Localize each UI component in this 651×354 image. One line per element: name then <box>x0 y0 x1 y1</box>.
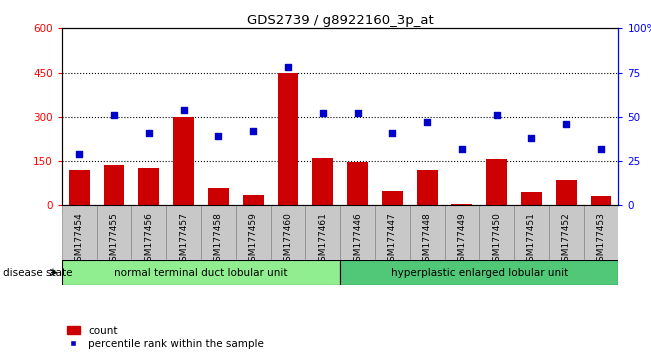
Point <box>596 146 606 152</box>
Point <box>213 133 223 139</box>
Text: GSM177448: GSM177448 <box>422 212 432 267</box>
Text: GSM177450: GSM177450 <box>492 212 501 267</box>
Bar <box>62 205 96 260</box>
Bar <box>486 159 507 205</box>
Bar <box>277 73 298 205</box>
Point <box>318 110 328 116</box>
Legend: count, percentile rank within the sample: count, percentile rank within the sample <box>67 326 264 349</box>
Bar <box>173 117 194 205</box>
Bar <box>208 188 229 205</box>
Bar <box>104 166 124 205</box>
Point <box>248 128 258 134</box>
Bar <box>590 196 611 205</box>
Text: GSM177460: GSM177460 <box>283 212 292 267</box>
Bar <box>201 205 236 260</box>
Bar <box>132 205 166 260</box>
Bar <box>409 205 445 260</box>
Text: GSM177449: GSM177449 <box>458 212 466 267</box>
Point <box>178 107 189 113</box>
Text: GSM177446: GSM177446 <box>353 212 362 267</box>
Point <box>526 135 536 141</box>
Bar <box>340 205 375 260</box>
Bar <box>556 180 577 205</box>
Point <box>74 151 85 157</box>
Text: GSM177452: GSM177452 <box>562 212 571 267</box>
Bar <box>417 170 437 205</box>
Bar <box>549 205 584 260</box>
Bar <box>347 162 368 205</box>
Bar <box>236 205 271 260</box>
Point <box>422 119 432 125</box>
Bar <box>139 167 159 205</box>
Text: GSM177451: GSM177451 <box>527 212 536 267</box>
Bar <box>514 205 549 260</box>
Bar <box>479 205 514 260</box>
Text: GSM177458: GSM177458 <box>214 212 223 267</box>
Text: GSM177454: GSM177454 <box>75 212 84 267</box>
Point <box>387 130 398 136</box>
Point <box>109 112 119 118</box>
Text: GSM177459: GSM177459 <box>249 212 258 267</box>
Bar <box>382 190 403 205</box>
Bar <box>305 205 340 260</box>
Text: GSM177447: GSM177447 <box>388 212 397 267</box>
Bar <box>271 205 305 260</box>
Bar <box>451 204 473 205</box>
Text: GSM177457: GSM177457 <box>179 212 188 267</box>
Bar <box>69 170 90 205</box>
Point <box>283 64 293 70</box>
Bar <box>375 205 409 260</box>
Bar <box>521 192 542 205</box>
Bar <box>62 260 340 285</box>
Point <box>144 130 154 136</box>
Point <box>457 146 467 152</box>
Title: GDS2739 / g8922160_3p_at: GDS2739 / g8922160_3p_at <box>247 14 434 27</box>
Point <box>492 112 502 118</box>
Text: GSM177455: GSM177455 <box>109 212 118 267</box>
Bar <box>243 195 264 205</box>
Bar <box>96 205 132 260</box>
Text: GSM177461: GSM177461 <box>318 212 327 267</box>
Text: disease state: disease state <box>3 268 73 278</box>
Text: hyperplastic enlarged lobular unit: hyperplastic enlarged lobular unit <box>391 268 568 278</box>
Text: GSM177453: GSM177453 <box>596 212 605 267</box>
Text: normal terminal duct lobular unit: normal terminal duct lobular unit <box>114 268 288 278</box>
Bar <box>584 205 618 260</box>
Bar <box>445 205 479 260</box>
Bar <box>312 158 333 205</box>
Point <box>561 121 572 127</box>
Bar <box>340 260 618 285</box>
Point <box>352 110 363 116</box>
Text: GSM177456: GSM177456 <box>145 212 154 267</box>
Bar <box>166 205 201 260</box>
